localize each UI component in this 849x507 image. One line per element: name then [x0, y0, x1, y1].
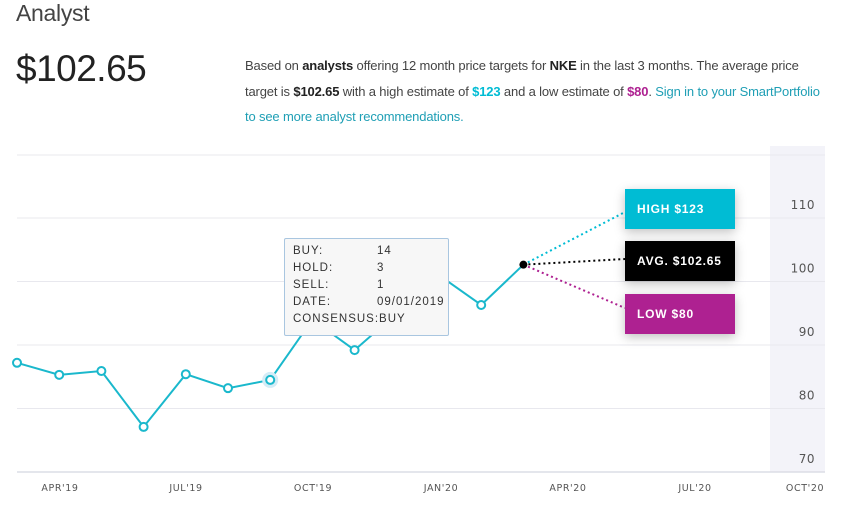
future-band	[770, 146, 825, 472]
desc-text: and a low estimate of	[500, 83, 628, 99]
x-tick-label: OCT'19	[294, 483, 332, 494]
tooltip-key: CONSENSUS:	[293, 313, 380, 325]
data-point	[12, 357, 22, 368]
tooltip-value: 1	[377, 279, 385, 291]
tooltip-row: HOLD: 3	[293, 260, 448, 277]
data-point	[265, 374, 276, 385]
section-title: Analyst	[16, 0, 90, 26]
description: Based on analysts offering 12 month pric…	[245, 53, 820, 130]
average-point	[519, 260, 528, 269]
low-connector	[523, 263, 626, 309]
low-target-label: LOW $80	[625, 294, 735, 334]
y-tick-label: 90	[799, 325, 815, 339]
desc-high: $123	[472, 83, 501, 99]
sign-in-link[interactable]: Sign in to your SmartPortfolio to see mo…	[245, 83, 820, 125]
data-point	[180, 369, 191, 380]
desc-text: Based on	[245, 58, 303, 73]
tooltip-value: 3	[377, 262, 385, 274]
tooltip-key: DATE:	[293, 296, 332, 308]
tooltip-row: BUY: 14	[293, 243, 448, 260]
data-point	[476, 299, 487, 310]
tooltip-key: BUY:	[293, 245, 324, 257]
tooltip-key: SELL:	[293, 279, 330, 291]
y-tick-label: 70	[799, 452, 815, 466]
average-price-target: $102.65	[16, 48, 147, 89]
desc-low: $80	[627, 83, 649, 99]
chart-tooltip: BUY: 14 HOLD: 3 SELL: 1 DATE: 09/01/2019 CON…	[284, 238, 449, 336]
desc-avg: $102.65	[293, 83, 340, 99]
y-tick-label: 110	[791, 198, 815, 212]
y-tick-label: 80	[799, 389, 815, 403]
tooltip-row: CONSENSUS: BUY	[293, 311, 448, 328]
desc-text: with a high estimate of	[339, 83, 473, 99]
data-point	[223, 383, 233, 394]
tooltip-row: DATE: 09/01/2019	[293, 294, 448, 311]
x-tick-label: APR'20	[549, 483, 586, 494]
tooltip-value: BUY	[379, 313, 406, 325]
y-tick-label: 100	[791, 262, 815, 276]
desc-text: .	[648, 83, 656, 99]
x-tick-label: JUL'19	[168, 483, 202, 494]
tooltip-key: HOLD:	[293, 262, 334, 274]
high-target-label: HIGH $123	[625, 189, 735, 229]
desc-text: in the last 3 months. The average price …	[245, 58, 799, 99]
desc-text: offering 12 month price targets for	[353, 58, 550, 73]
tooltip-row: SELL: 1	[293, 277, 448, 294]
tooltip-value: 14	[377, 245, 392, 257]
x-tick-label: APR'19	[41, 483, 78, 494]
high-connector	[522, 211, 626, 266]
data-point	[54, 369, 65, 380]
data-point	[96, 366, 107, 377]
data-point	[138, 421, 149, 432]
x-tick-label: JAN'20	[423, 483, 459, 494]
x-tick-label: JUL'20	[677, 483, 711, 494]
tooltip-value: 09/01/2019	[377, 296, 445, 308]
avg-connector	[523, 258, 626, 266]
data-point	[349, 345, 360, 356]
avg-target-label: AVG. $102.65	[625, 241, 735, 281]
desc-bold: analysts	[302, 58, 354, 73]
x-tick-label: OCT'20	[786, 483, 824, 494]
desc-ticker: NKE	[549, 58, 577, 73]
